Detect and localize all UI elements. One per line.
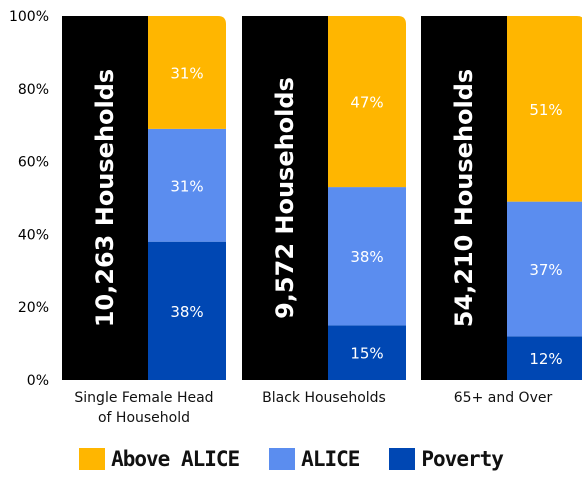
household-bar (242, 16, 328, 380)
y-tick-label: 60% (18, 155, 49, 171)
y-tick-label: 100% (9, 9, 49, 25)
household-count-label: 9,572 Households (271, 77, 299, 319)
bar-segment-poverty (328, 325, 406, 380)
y-tick-label: 20% (18, 300, 49, 316)
data-label: 51% (529, 101, 562, 119)
legend-swatch-above-alice (79, 448, 106, 470)
bar-segment-above-alice (148, 16, 226, 129)
data-label: 47% (350, 94, 383, 112)
legend: Above ALICE ALICE Poverty (0, 447, 582, 471)
legend-label-poverty: Poverty (421, 447, 504, 471)
category-label: of Household (98, 410, 190, 426)
data-label: 38% (350, 248, 383, 266)
data-label: 31% (170, 177, 203, 195)
legend-item-above-alice: Above ALICE (79, 447, 240, 471)
stacked-bar-chart: 0% 20% 40% 60% 80% 100% 10,263 Households 38% 31… (9, 9, 582, 426)
legend-item-poverty: Poverty (389, 447, 504, 471)
bar-segment-alice (507, 201, 582, 337)
household-bar (421, 16, 507, 380)
y-tick-label: 80% (18, 82, 49, 98)
bar-segment-poverty (148, 241, 226, 380)
legend-label-above-alice: Above ALICE (111, 447, 240, 471)
legend-label-alice: ALICE (301, 447, 360, 471)
household-bar (62, 16, 148, 380)
bar-segment-alice (328, 187, 406, 326)
bar-segment-alice (148, 128, 226, 242)
bar-segment-above-alice (507, 16, 582, 202)
data-label: 15% (350, 345, 383, 363)
data-label: 12% (529, 350, 562, 368)
household-count-label: 54,210 Households (450, 69, 478, 327)
data-label: 37% (529, 261, 562, 279)
legend-swatch-poverty (389, 448, 416, 470)
bar-segment-above-alice (328, 16, 406, 188)
category-label: Single Female Head (74, 390, 213, 406)
y-tick-label: 40% (18, 227, 49, 243)
data-label: 31% (170, 64, 203, 82)
y-tick-label: 0% (27, 373, 49, 389)
household-count-label: 10,263 Households (91, 69, 119, 327)
category-label: 65+ and Over (454, 390, 553, 406)
bar-segment-poverty (507, 336, 582, 380)
legend-item-alice: ALICE (269, 447, 360, 471)
category-label: Black Households (262, 390, 386, 406)
data-label: 38% (170, 303, 203, 321)
legend-swatch-alice (269, 448, 296, 470)
